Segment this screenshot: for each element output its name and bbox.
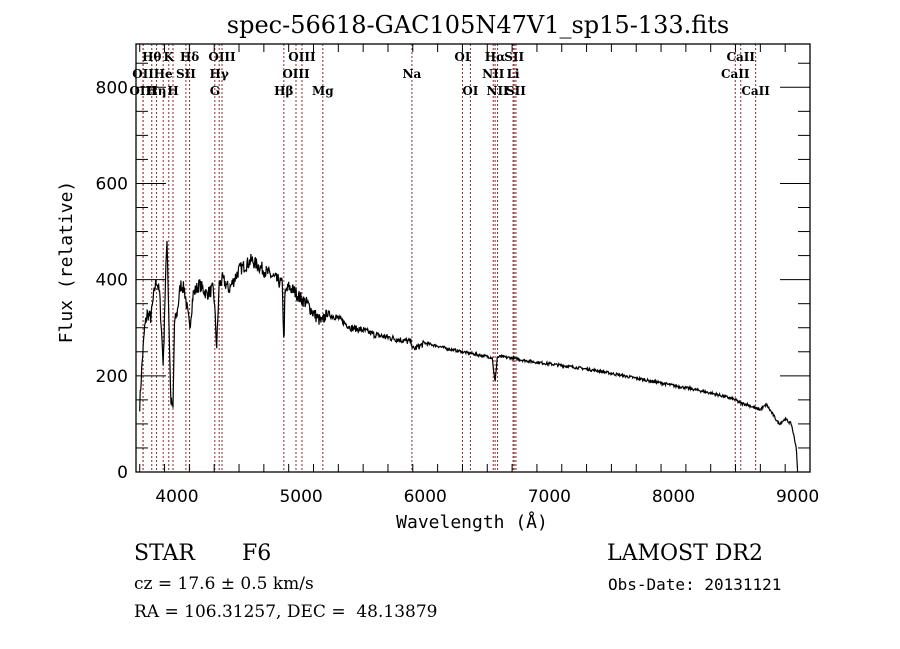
line-marker-label: H [167, 84, 178, 98]
y-tick-label: 600 [96, 174, 128, 194]
x-axis-label: Wavelength (Å) [396, 511, 548, 533]
x-axis-ticks: 4000 5000 6000 7000 8000 9000 [139, 44, 819, 507]
line-marker-label: NII [482, 67, 505, 81]
line-marker-label: Li [507, 67, 520, 81]
coordinates-text: RA = 106.31257, DEC = 48.13879 [134, 602, 438, 622]
survey-name: LAMOST DR2 [607, 541, 763, 566]
y-axis-ticks: 0 200 400 600 800 [96, 62, 810, 483]
line-markers [142, 44, 757, 472]
line-marker-label: OII [132, 67, 154, 81]
x-tick-label: 9000 [776, 487, 819, 507]
line-marker-label: CaII [741, 84, 770, 98]
object-class: STAR [134, 541, 195, 566]
line-marker-label: OI [462, 84, 478, 98]
y-tick-label: 0 [117, 463, 128, 483]
line-marker-label: Hη [146, 84, 166, 98]
y-tick-label: 800 [96, 78, 128, 98]
line-marker-label: OIII [208, 50, 236, 64]
line-marker-label: Na [403, 67, 422, 81]
chart-title: spec-56618-GAC105N47V1_sp15-133.fits [227, 11, 729, 39]
line-marker-label: NII [486, 84, 509, 98]
y-tick-label: 400 [96, 271, 128, 291]
line-marker-label: Hδ [180, 50, 199, 64]
line-marker-label: G [210, 84, 220, 98]
line-marker-label: He [154, 67, 173, 81]
line-marker-label: CaII [721, 67, 750, 81]
redshift-text: cz = 17.6 ± 0.5 km/s [134, 574, 314, 594]
x-tick-label: 5000 [279, 487, 322, 507]
observation-date: Obs-Date: 20131121 [608, 575, 782, 594]
line-marker-label: Hβ [274, 84, 293, 98]
line-marker-label: SII [506, 84, 526, 98]
y-tick-label: 200 [96, 367, 128, 387]
y-axis-label: Flux (relative) [56, 181, 77, 344]
object-subclass: F6 [242, 541, 272, 566]
x-tick-label: 6000 [404, 487, 447, 507]
x-tick-label: 7000 [528, 487, 571, 507]
line-marker-label: OIII [282, 67, 310, 81]
x-tick-label: 4000 [155, 487, 198, 507]
plot-frame [135, 43, 811, 473]
line-marker-label: SII [504, 50, 524, 64]
line-marker-label: OIII [288, 50, 316, 64]
line-marker-label: Hα [485, 50, 506, 64]
line-marker-label: SII [176, 67, 196, 81]
line-marker-label: Hγ [210, 67, 229, 81]
spectrum-line [139, 240, 799, 473]
x-tick-label: 8000 [652, 487, 695, 507]
line-marker-label: Mg [312, 84, 334, 98]
line-marker-label: K [164, 50, 175, 64]
line-marker-label: Hθ [142, 50, 161, 64]
line-marker-label: CaII [726, 50, 755, 64]
line-marker-label: OI [454, 50, 470, 64]
